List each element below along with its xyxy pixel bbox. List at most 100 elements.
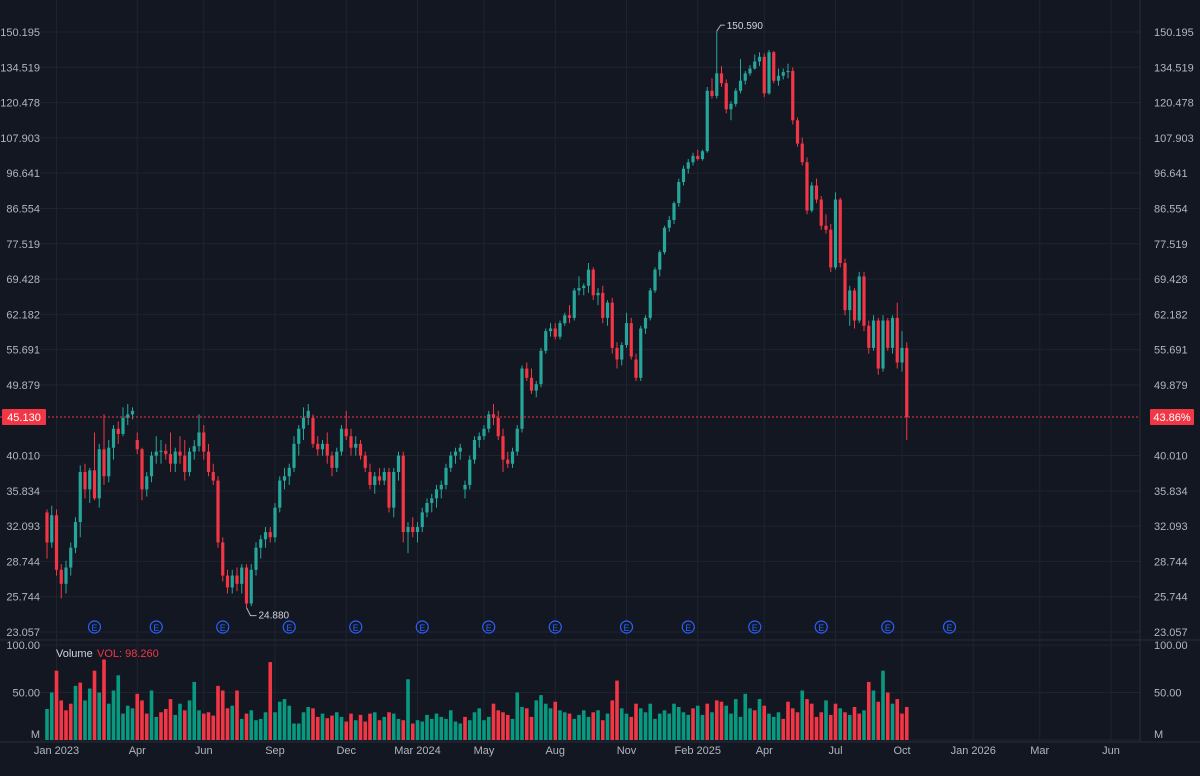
candle xyxy=(358,439,363,460)
candle-body xyxy=(344,428,348,437)
earnings-marker[interactable]: E xyxy=(415,620,429,634)
earnings-marker[interactable]: E xyxy=(282,620,296,634)
volume-bar xyxy=(225,708,230,740)
candle xyxy=(325,432,329,464)
earnings-marker[interactable]: E xyxy=(748,620,762,634)
volume-bar xyxy=(881,670,885,740)
candle-body xyxy=(92,470,97,499)
candle-body xyxy=(111,428,116,448)
volume-bar xyxy=(453,721,458,740)
candle xyxy=(377,467,382,485)
candle-body xyxy=(168,454,173,464)
earnings-circle xyxy=(881,620,895,634)
candle-body xyxy=(506,459,510,464)
earnings-marker[interactable]: E xyxy=(216,620,230,634)
candle xyxy=(648,288,652,321)
candle xyxy=(382,467,386,485)
candle xyxy=(558,320,562,340)
earnings-marker[interactable]: E xyxy=(619,620,634,634)
candle-body xyxy=(178,451,182,456)
candle-body xyxy=(667,219,671,228)
candle-body xyxy=(240,567,244,584)
price-tick-label-left: 23.057 xyxy=(6,627,40,639)
candle-body xyxy=(605,302,610,318)
volume-bar xyxy=(144,713,149,740)
candle-body xyxy=(449,455,453,468)
volume-bar xyxy=(358,714,363,740)
volume-bar xyxy=(828,714,833,740)
volume-bar xyxy=(529,716,534,740)
volume-bar xyxy=(306,707,311,740)
candle xyxy=(197,414,201,452)
candle xyxy=(615,342,619,369)
candle-body xyxy=(567,315,572,318)
volume-bar xyxy=(809,703,814,740)
volume-bar xyxy=(586,716,591,740)
volume-bar xyxy=(847,714,852,740)
volume-bar xyxy=(49,692,54,740)
earnings-marker[interactable]: E xyxy=(482,620,496,634)
candle xyxy=(154,436,158,464)
candle xyxy=(800,137,804,166)
volume-bar xyxy=(410,723,415,740)
candle-body xyxy=(491,414,496,418)
volume-bar xyxy=(648,703,653,740)
volume-bar xyxy=(425,714,429,740)
earnings-marker[interactable]: E xyxy=(87,620,102,634)
candle xyxy=(107,439,111,483)
volume-bar xyxy=(800,690,805,740)
candle xyxy=(895,302,899,369)
high-annotation: 150.590 xyxy=(727,21,764,32)
time-tick-label: May xyxy=(474,745,495,757)
earnings-marker[interactable]: E xyxy=(548,620,562,634)
axes: 150.195 150.195 134.519 134.519 120.478 120.4… xyxy=(0,27,1194,757)
candle xyxy=(867,320,871,354)
candle-body xyxy=(249,569,253,604)
candle xyxy=(145,472,149,497)
candle-body xyxy=(430,498,434,503)
candle xyxy=(819,195,823,230)
candle-body xyxy=(662,227,667,253)
earnings-marker[interactable]: E xyxy=(681,620,695,634)
earnings-marker[interactable]: E xyxy=(149,620,163,634)
candle-body xyxy=(225,575,230,588)
earnings-marker[interactable]: E xyxy=(349,620,363,634)
volume-bar xyxy=(97,692,102,740)
candle-body xyxy=(135,439,139,450)
volume-bar xyxy=(201,713,206,740)
candle xyxy=(363,451,367,473)
annotations: 45.130 43.86% 150.590 24.880 xyxy=(0,21,1194,622)
price-tick-label-left: 69.428 xyxy=(6,274,40,286)
volume-bar xyxy=(591,712,596,740)
candle-body xyxy=(487,414,491,429)
candle-body xyxy=(767,52,771,94)
earnings-circle xyxy=(482,620,496,634)
candle xyxy=(805,157,809,215)
earnings-marker[interactable]: E xyxy=(881,620,895,634)
volume-bar xyxy=(106,703,111,740)
volume-bar xyxy=(852,707,857,740)
candle xyxy=(126,403,130,426)
volume-bar xyxy=(368,713,372,740)
candle xyxy=(254,542,258,576)
candle xyxy=(173,447,177,473)
price-tick-label-left: 86.554 xyxy=(6,203,40,215)
earnings-label: E xyxy=(486,623,492,633)
volume-bar xyxy=(258,718,263,740)
candle xyxy=(339,425,344,456)
candle-body xyxy=(102,449,106,477)
volume-bar xyxy=(187,700,192,740)
candle-body xyxy=(330,455,334,468)
volume-bar xyxy=(743,693,748,740)
volume-bar xyxy=(415,720,420,740)
candle-body xyxy=(130,410,135,415)
candle xyxy=(50,505,54,548)
volume-bar xyxy=(230,705,235,740)
earnings-label: E xyxy=(353,623,359,633)
earnings-marker[interactable]: E xyxy=(814,620,828,634)
candle xyxy=(235,567,239,592)
earnings-marker[interactable]: E xyxy=(942,620,957,634)
